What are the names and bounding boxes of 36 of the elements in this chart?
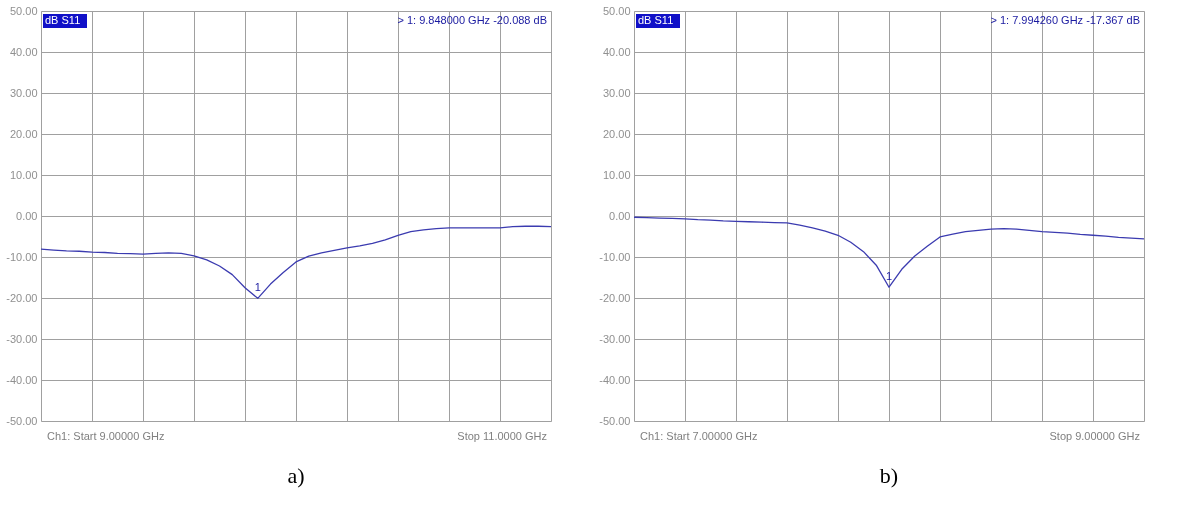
line-series [633, 216, 1145, 288]
text: Stop 11.0000 GHz [457, 430, 547, 442]
y-tick-label: 40.00 [602, 45, 631, 58]
y-tick-label: 20.00 [9, 127, 38, 140]
y-tick-label: -40.00 [6, 373, 38, 386]
text: a) [287, 463, 305, 488]
text: Ch1: Start 7.00000 GHz [640, 430, 758, 442]
y-tick-label: -30.00 [599, 332, 631, 345]
y-tick-label: 50.00 [9, 4, 38, 17]
annotation: 1 [885, 270, 893, 283]
y-tick-label: 40.00 [9, 45, 38, 58]
annotation: dB S11 [45, 14, 81, 26]
y-tick-label: 30.00 [9, 86, 38, 99]
y-tick-label: -50.00 [599, 414, 631, 427]
y-tick-label: -20.00 [6, 291, 38, 304]
y-tick-label: -40.00 [599, 373, 631, 386]
y-tick-label: -50.00 [6, 414, 38, 427]
y-tick-label: 30.00 [602, 86, 631, 99]
annotation: dB S11 [638, 14, 674, 26]
annotation: 1 [254, 281, 261, 294]
y-tick-label: 50.00 [602, 4, 631, 17]
line-series [40, 225, 552, 300]
y-tick-label: -20.00 [599, 291, 631, 304]
y-tick-label: 0.00 [609, 209, 631, 222]
y-tick-label: -30.00 [6, 332, 38, 345]
y-tick-label: -10.00 [599, 250, 631, 263]
text: b) [879, 463, 899, 488]
y-tick-label: 20.00 [602, 127, 631, 140]
y-tick-label: 0.00 [16, 209, 38, 222]
y-tick-label: 10.00 [9, 168, 38, 181]
y-tick-label: -10.00 [6, 250, 38, 263]
annotation: > 1: 7.994260 GHz -17.367 dB [990, 14, 1140, 26]
y-tick-label: 10.00 [602, 168, 631, 181]
annotation: > 1: 9.848000 GHz -20.088 dB [397, 14, 547, 26]
text: Ch1: Start 9.00000 GHz [47, 430, 165, 442]
text: Stop 9.00000 GHz [1049, 430, 1140, 442]
